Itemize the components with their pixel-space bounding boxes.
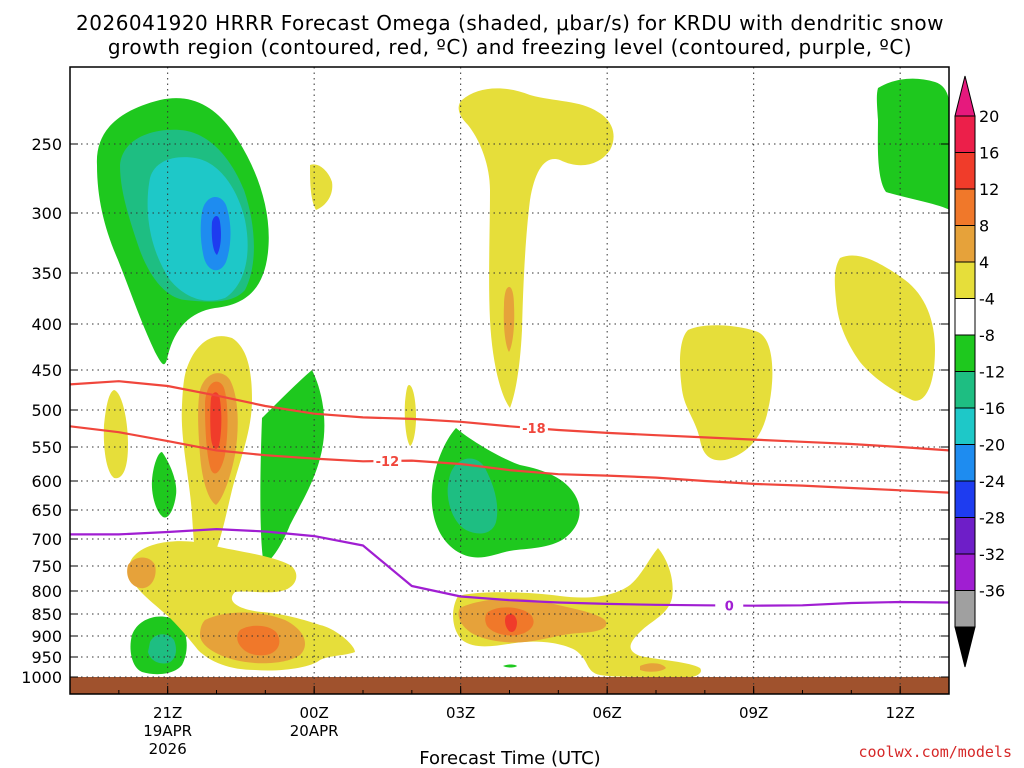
colorbar-label: -8	[979, 326, 995, 345]
contour-label-bg	[373, 452, 402, 468]
y-tick-label: 350	[31, 264, 62, 283]
x-tick-label: 12Z	[885, 704, 914, 722]
descent-strip-03z	[404, 385, 416, 446]
chart-title-line2: growth region (contoured, red, ºC) and f…	[108, 35, 912, 59]
ascent-region-mid-12	[447, 458, 498, 534]
contour-lines: -18 -12 0	[70, 380, 949, 614]
y-tick-label: 800	[31, 582, 62, 601]
colorbar-label: -12	[979, 363, 1005, 382]
y-tick-label: 750	[31, 557, 62, 576]
colorbar-label: -20	[979, 436, 1005, 455]
descent-region-far-right-mid	[834, 255, 935, 401]
colorbar-label: -16	[979, 399, 1005, 418]
ascent-patch-lower-left-12	[148, 634, 176, 664]
colorbar-swatch	[954, 152, 976, 190]
y-tick-label: 700	[31, 530, 62, 549]
x-axis-title: Forecast Time (UTC)	[419, 748, 600, 768]
y-tick-label: 850	[31, 605, 62, 624]
colorbar-label: -24	[979, 472, 1005, 491]
contour-label: -18	[522, 422, 546, 437]
plot-frame	[69, 66, 950, 695]
colorbar-swatch	[954, 225, 976, 263]
descent-region-lower-left-12	[237, 625, 280, 656]
y-tick-label: 650	[31, 501, 62, 520]
colorbar-swatch	[954, 553, 976, 591]
x-tick-year: 2026	[149, 740, 187, 758]
omega-shading	[96, 78, 949, 679]
credit-text: coolwx.com/models	[858, 743, 1012, 761]
x-tick-date: 19APR	[143, 722, 192, 740]
y-tick-label: 900	[31, 627, 62, 646]
x-tick-label: 21Z	[153, 704, 182, 722]
colorbar-label: -36	[979, 582, 1005, 601]
y-tick-label: 400	[31, 315, 62, 334]
colorbar-label: 20	[979, 107, 999, 126]
colorbar-label: -28	[979, 509, 1005, 528]
x-tick-label: 09Z	[739, 704, 768, 722]
contour-label-bg	[519, 420, 548, 436]
colorbar-label: -4	[979, 290, 995, 309]
contour-line-0	[70, 380, 949, 452]
chart-title-line1: 2026041920 HRRR Forecast Omega (shaded, …	[76, 11, 944, 35]
ascent-patch-00z	[260, 370, 325, 565]
descent-strip-21z	[103, 390, 128, 479]
contour-line-2	[70, 527, 949, 607]
y-tick-label: 300	[31, 204, 62, 223]
y-tick-label: 600	[31, 472, 62, 491]
descent-region-t-shape	[458, 88, 614, 408]
contour-label: -12	[376, 455, 400, 470]
x-tick-label: 06Z	[592, 704, 621, 722]
y-tick-label: 950	[31, 648, 62, 667]
descent-column-22z-16	[210, 392, 222, 449]
grid-lines	[70, 67, 949, 694]
x-tick-date: 20APR	[290, 722, 339, 740]
y-tick-label: 250	[31, 135, 62, 154]
ascent-speck-06z	[503, 664, 517, 668]
colorbar: 20 16 12 8 4 -4 -8 -12 -16 -20 -24 -28 -32 -36	[954, 75, 1005, 668]
colorbar-label: 16	[979, 144, 999, 163]
descent-region-lower-left-8a	[127, 557, 156, 589]
colorbar-label: 12	[979, 180, 999, 199]
descent-region-04z-upper	[310, 164, 333, 210]
colorbar-swatch	[954, 261, 976, 299]
colorbar-swatch	[954, 188, 976, 226]
colorbar-swatch	[954, 517, 976, 555]
colorbar-label: 4	[979, 253, 989, 272]
y-tick-label: 450	[31, 361, 62, 380]
descent-region-t-shape-8	[503, 286, 515, 352]
y-tick-label: 550	[31, 438, 62, 457]
colorbar-swatch	[954, 371, 976, 409]
contour-label-bg	[715, 597, 744, 613]
ground-strip	[70, 677, 949, 694]
colorbar-label: 8	[979, 217, 989, 236]
contour-line-1	[70, 425, 949, 494]
colorbar-swatch	[954, 334, 976, 372]
x-tick-label: 00Z	[299, 704, 328, 722]
colorbar-top-arrow	[954, 75, 976, 117]
y-tick-label: 1000	[21, 668, 62, 687]
colorbar-label: -32	[979, 545, 1005, 564]
descent-region-lower-mid-16	[505, 614, 517, 632]
colorbar-swatch	[954, 407, 976, 445]
descent-region-09z	[680, 325, 773, 461]
colorbar-bottom-arrow	[954, 626, 976, 668]
contour-label: 0	[725, 599, 734, 614]
colorbar-swatch	[954, 115, 976, 153]
descent-region-08z-small	[640, 663, 666, 672]
y-tick-label: 500	[31, 401, 62, 420]
y-axis: 250 300 350 400 450 500 550 600 650 700 750 800 850 9…	[21, 135, 949, 687]
ascent-patch-21z-mid	[151, 452, 177, 518]
colorbar-swatch	[954, 298, 976, 336]
ascent-region-upper-left-24	[211, 216, 221, 255]
colorbar-swatch	[954, 480, 976, 518]
colorbar-swatch	[954, 444, 976, 482]
colorbar-swatch	[954, 590, 976, 628]
x-tick-label: 03Z	[446, 704, 475, 722]
